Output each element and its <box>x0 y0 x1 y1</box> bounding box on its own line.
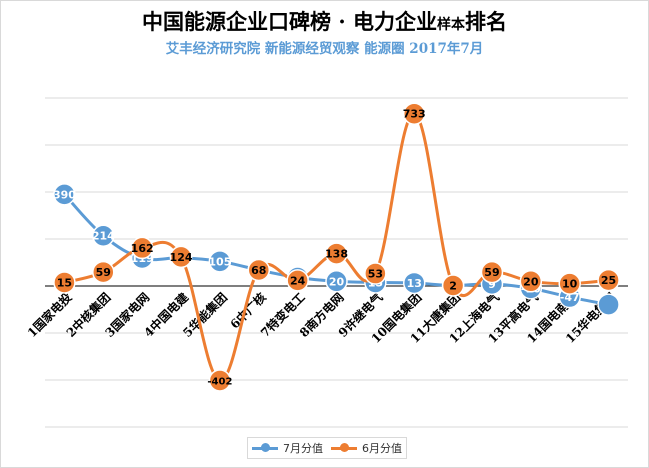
data-point-june <box>519 270 543 293</box>
data-label-june: 733 <box>403 108 426 121</box>
data-label-june: 2 <box>449 280 457 293</box>
data-label-july: 20 <box>329 275 345 288</box>
data-point-july <box>402 271 426 295</box>
data-point-june <box>480 260 504 284</box>
chart-subtitle: 艾丰经济研究院 新能源经贸观察 能源圈 2017年7月 <box>165 41 484 57</box>
data-point-june <box>286 269 309 292</box>
data-label-june: 68 <box>251 264 266 277</box>
data-label-july: 105 <box>208 255 231 268</box>
legend-marker-july <box>252 443 278 452</box>
data-label-july: 390 <box>53 188 76 201</box>
data-point-july <box>53 183 76 206</box>
data-point-july <box>597 293 620 316</box>
data-label-june: 53 <box>368 268 383 281</box>
data-point-june <box>558 272 581 295</box>
data-point-june <box>402 102 426 125</box>
data-point-june <box>208 369 232 392</box>
data-label-june: 59 <box>484 266 499 279</box>
data-point-june <box>169 245 193 269</box>
data-point-july <box>325 270 348 293</box>
data-label-june: 25 <box>601 274 616 287</box>
data-label-july: 13 <box>407 277 422 290</box>
legend-label-june: 6月分值 <box>362 442 402 455</box>
data-label-june: 162 <box>131 242 154 255</box>
data-label-june: 20 <box>523 275 539 288</box>
data-point-june <box>53 271 76 294</box>
chart-title: 中国能源企业口碑榜 · 电力企业样本排名 <box>142 9 507 34</box>
data-point-july <box>208 250 232 273</box>
data-point-june <box>130 236 154 260</box>
legend-label-july: 7月分值 <box>283 442 323 455</box>
data-point-june <box>92 260 115 284</box>
data-label-june: 124 <box>170 251 193 264</box>
data-point-june <box>441 274 465 297</box>
data-point-june <box>597 268 620 292</box>
data-label-june: 138 <box>325 248 348 261</box>
legend-marker-june <box>331 443 357 452</box>
data-label-july: -47 <box>560 291 580 304</box>
data-point-june <box>247 258 271 282</box>
data-point-june <box>364 262 387 285</box>
data-label-july: 214 <box>92 230 115 243</box>
legend-item-july: 7月分值 <box>252 440 323 456</box>
data-label-june: 59 <box>96 266 111 279</box>
data-label-june: 15 <box>57 276 72 289</box>
data-label-june: 24 <box>290 274 306 287</box>
legend-item-june: 6月分值 <box>331 440 402 456</box>
data-point-june <box>325 242 348 265</box>
legend: 7月分值 6月分值 <box>247 437 407 459</box>
data-point-july <box>92 224 115 247</box>
data-label-june: 10 <box>562 278 578 291</box>
data-label-june: -402 <box>207 376 232 387</box>
data-label-july: 9 <box>488 278 496 291</box>
